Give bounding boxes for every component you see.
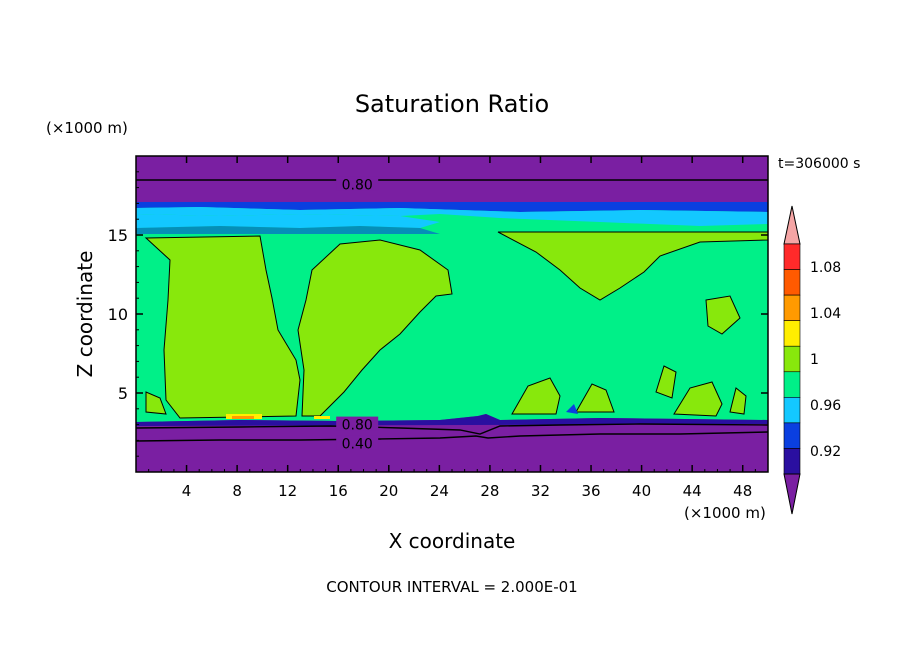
field-region-lime-8 (673, 381, 723, 417)
y-axis-ticks: 5 10 15 (108, 171, 768, 457)
y-tick-label: 5 (118, 384, 128, 403)
x-tick-label: 48 (733, 482, 752, 500)
field-band-top-purple (136, 156, 768, 202)
contour-label-bg (336, 416, 379, 431)
x-tick-label: 44 (683, 482, 702, 500)
contour-label-bg (336, 176, 379, 191)
x-unit-label: (×1000 m) (684, 504, 766, 522)
field-spot-blue (566, 404, 578, 414)
y-tick-label: 10 (108, 305, 128, 324)
colorbar-tick-label: 1.08 (810, 260, 841, 276)
x-tick-label: 16 (329, 482, 348, 500)
colorbar-tick-label: 1 (810, 352, 819, 368)
contour-label: 0.40 (342, 437, 373, 453)
colorbar-box (783, 448, 801, 475)
x-tick-label: 20 (379, 482, 398, 500)
colorbar: 0.92 0.96 1 1.04 1.08 (783, 205, 841, 515)
field-region-lime-1 (144, 235, 301, 419)
field-region-lime-4 (705, 295, 741, 335)
contour-labels: 0.80 0.80 0.40 (336, 176, 379, 453)
field-region-lime-5 (511, 377, 561, 415)
colorbar-box (783, 345, 801, 373)
colorbar-tick-label: 1.04 (810, 306, 841, 322)
x-tick-label: 12 (278, 482, 297, 500)
x-tick-label: 24 (430, 482, 449, 500)
colorbar-extend-top (783, 205, 801, 245)
x-tick-label: 4 (182, 482, 192, 500)
colorbar-tick-label: 0.92 (810, 444, 841, 460)
colorbar-tick-label: 0.96 (810, 398, 841, 414)
field-region-lime-2 (297, 239, 453, 417)
field-band-bottom-navy (136, 414, 768, 426)
field-region-lime-10 (145, 391, 167, 415)
field-band-bottom-purple (136, 414, 768, 472)
y-unit-label: (×1000 m) (46, 119, 128, 137)
contour-label: 0.80 (342, 418, 373, 434)
colorbar-box (783, 294, 801, 321)
field-region-lime-6 (575, 383, 615, 413)
field-spot-yellow-2 (314, 416, 330, 419)
contour-interval-footer: CONTOUR INTERVAL = 2.000E-01 (326, 578, 577, 596)
colorbar-box (783, 243, 801, 270)
field-band-upper-blue-2 (136, 226, 440, 234)
field-band-upper-cyan (136, 207, 768, 226)
colorbar-extend-bottom (783, 473, 801, 515)
colorbar-box (783, 422, 801, 449)
saturation-field (136, 156, 768, 472)
x-axis-ticks: 4 8 12 16 20 24 28 32 36 40 44 48 (148, 156, 756, 500)
field-spot-orange (232, 416, 254, 419)
colorbar-box (783, 371, 801, 398)
y-axis-label: Z coordinate (73, 251, 97, 378)
x-axis-label: X coordinate (389, 529, 516, 553)
field-band-upper-blue (136, 202, 768, 212)
colorbar-box (783, 269, 801, 296)
contour-label-bg (336, 435, 379, 450)
chart-title: Saturation Ratio (355, 90, 549, 118)
x-tick-label: 28 (480, 482, 499, 500)
field-region-lime-3 (497, 231, 768, 301)
colorbar-box (783, 397, 801, 424)
colorbar-box (783, 320, 801, 347)
x-tick-label: 36 (581, 482, 600, 500)
contour-line-lower-080 (136, 423, 768, 435)
field-region-lime-7 (655, 365, 677, 399)
y-tick-label: 15 (108, 226, 128, 245)
field-region-lime-9 (729, 387, 747, 415)
time-label: t=306000 s (778, 156, 860, 172)
field-band-upper-cyan-2 (136, 214, 440, 228)
x-tick-label: 40 (632, 482, 651, 500)
x-tick-label: 32 (531, 482, 550, 500)
contour-line-040 (136, 431, 768, 442)
contour-label: 0.80 (342, 177, 373, 193)
x-tick-label: 8 (232, 482, 242, 500)
